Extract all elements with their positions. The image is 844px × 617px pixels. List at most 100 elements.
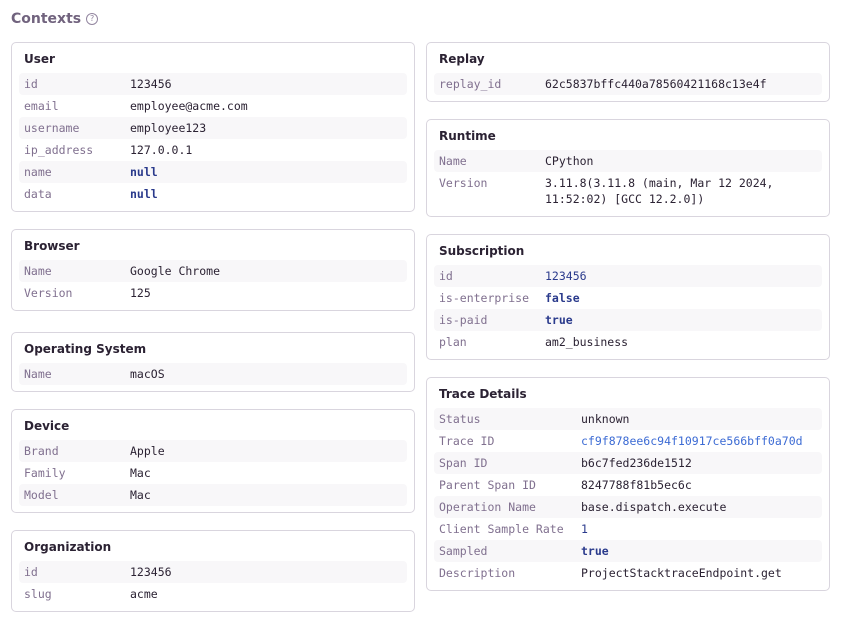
- card-title: Organization: [24, 540, 112, 554]
- card-title: Trace Details: [439, 387, 527, 401]
- context-row: Operation Name base.dispatch.execute: [434, 496, 822, 518]
- context-value: null: [130, 187, 158, 201]
- question-circle-icon[interactable]: ?: [86, 13, 99, 25]
- context-value: 123456: [130, 77, 172, 91]
- context-value: CPython: [545, 154, 594, 168]
- context-row: Model Mac: [19, 484, 407, 506]
- context-key: ip_address: [24, 143, 94, 157]
- context-key: Sampled: [439, 544, 488, 558]
- context-card-trace-details: Trace Details Status unknown Trace ID cf9f87…: [426, 377, 830, 591]
- context-row: username employee123: [19, 117, 407, 139]
- context-row: name null: [19, 161, 407, 183]
- context-key: email: [24, 99, 59, 113]
- context-row: Name macOS: [19, 363, 407, 385]
- context-card-device: Device Brand Apple Family Mac Model Mac: [11, 409, 415, 513]
- context-card-user: User id 123456 email employee@acme.com userna…: [11, 42, 415, 212]
- context-row: Parent Span ID 8247788f81b5ec6c: [434, 474, 822, 496]
- context-key: Description: [439, 566, 516, 580]
- context-row: Description ProjectStacktraceEndpoint.get: [434, 562, 822, 584]
- card-title: User: [24, 52, 55, 66]
- context-card-runtime: Runtime Name CPython Version 3.11.8(3.11.8 (…: [426, 119, 830, 217]
- context-value: acme: [130, 587, 158, 601]
- context-value: b6c7fed236de1512: [581, 456, 692, 470]
- context-card-subscription: Subscription id 123456 is-enterprise false is…: [426, 234, 830, 360]
- context-key: Version: [439, 176, 488, 190]
- context-row: Brand Apple: [19, 440, 407, 462]
- context-value: unknown: [581, 412, 630, 426]
- context-value: 123456: [545, 269, 587, 283]
- context-card-browser: Browser Name Google Chrome Version 125: [11, 229, 415, 311]
- context-key: Brand: [24, 444, 59, 458]
- context-value: am2_business: [545, 335, 629, 349]
- context-row: id 123456: [434, 265, 822, 287]
- context-row: plan am2_business: [434, 331, 822, 353]
- context-key: Version: [24, 286, 73, 300]
- context-row: Version 125: [19, 282, 407, 304]
- context-value: employee@acme.com: [130, 99, 248, 113]
- context-key: Parent Span ID: [439, 478, 536, 492]
- context-row: Status unknown: [434, 408, 822, 430]
- context-value: Mac: [130, 466, 151, 480]
- context-value: Apple: [130, 444, 165, 458]
- context-key: Name: [439, 154, 467, 168]
- context-key: id: [24, 77, 38, 91]
- context-value: macOS: [130, 367, 165, 381]
- context-row: is-enterprise false: [434, 287, 822, 309]
- context-value: 125: [130, 286, 151, 300]
- context-value: 123456: [130, 565, 172, 579]
- context-value: 8247788f81b5ec6c: [581, 478, 692, 492]
- context-key: Trace ID: [439, 434, 495, 448]
- context-key: Client Sample Rate: [439, 522, 564, 536]
- context-row: Client Sample Rate 1: [434, 518, 822, 540]
- context-row: id 123456: [19, 561, 407, 583]
- context-value: Google Chrome: [130, 264, 221, 278]
- context-key: Operation Name: [439, 500, 536, 514]
- context-value: false: [545, 291, 580, 305]
- context-key: Family: [24, 466, 66, 480]
- context-key: replay_id: [439, 77, 502, 91]
- context-value: 127.0.0.1: [130, 143, 193, 157]
- context-value: employee123: [130, 121, 207, 135]
- card-title: Operating System: [24, 342, 147, 356]
- context-row: ip_address 127.0.0.1: [19, 139, 407, 161]
- context-key: Name: [24, 367, 52, 381]
- context-key: slug: [24, 587, 52, 601]
- context-row: slug acme: [19, 583, 407, 605]
- context-row: Trace ID cf9f878ee6c94f10917ce566bff0a70d: [434, 430, 822, 452]
- left-column: User id 123456 email employee@acme.com userna…: [11, 42, 415, 612]
- context-row: id 123456: [19, 73, 407, 95]
- context-row: Family Mac: [19, 462, 407, 484]
- context-key: plan: [439, 335, 467, 349]
- context-row: replay_id 62c5837bffc440a78560421168c13e4…: [434, 73, 822, 95]
- context-card-operating-system: Operating System Name macOS: [11, 332, 415, 392]
- context-value: base.dispatch.execute: [581, 500, 727, 514]
- context-key: username: [24, 121, 80, 135]
- context-key: id: [439, 269, 453, 283]
- context-key: is-paid: [439, 313, 488, 327]
- context-value: 1: [581, 522, 588, 536]
- context-row: is-paid true: [434, 309, 822, 331]
- contexts-heading: Contexts ?: [11, 11, 99, 27]
- context-value: true: [581, 544, 609, 558]
- context-key: is-enterprise: [439, 291, 530, 305]
- context-row: Version 3.11.8(3.11.8 (main, Mar 12 2024,…: [434, 172, 822, 210]
- card-title: Device: [24, 419, 70, 433]
- context-value: ProjectStacktraceEndpoint.get: [581, 566, 782, 580]
- context-row: Span ID b6c7fed236de1512: [434, 452, 822, 474]
- context-key: Status: [439, 412, 481, 426]
- context-value: 3.11.8(3.11.8 (main, Mar 12 2024, 11:52:…: [545, 176, 774, 206]
- context-card-replay: Replay replay_id 62c5837bffc440a7856042116…: [426, 42, 830, 102]
- contexts-title: Contexts: [11, 11, 82, 27]
- context-value[interactable]: cf9f878ee6c94f10917ce566bff0a70d: [581, 434, 803, 448]
- context-value: true: [545, 313, 573, 327]
- context-value: Mac: [130, 488, 151, 502]
- context-row: Sampled true: [434, 540, 822, 562]
- context-row: data null: [19, 183, 407, 205]
- context-key: data: [24, 187, 52, 201]
- context-key: Span ID: [439, 456, 488, 470]
- context-key: Name: [24, 264, 52, 278]
- context-card-organization: Organization id 123456 slug acme: [11, 530, 415, 612]
- card-title: Replay: [439, 52, 485, 66]
- right-column: Replay replay_id 62c5837bffc440a7856042116…: [426, 42, 830, 591]
- card-title: Subscription: [439, 244, 525, 258]
